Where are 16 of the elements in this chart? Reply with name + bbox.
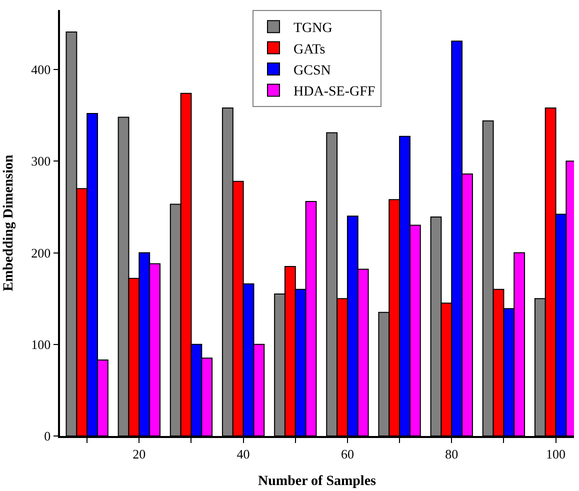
x-tick-label: 20 xyxy=(132,446,146,462)
legend-label: HDA-SE-GFF xyxy=(294,84,376,100)
legend-label: TGNG xyxy=(294,21,332,36)
legend-label: GCSN xyxy=(294,63,331,78)
y-tick-label: 300 xyxy=(31,154,51,169)
y-tick-label: 400 xyxy=(31,62,51,78)
x-tick-label: 100 xyxy=(546,446,566,462)
x-tick-label: 60 xyxy=(340,446,354,462)
legend-label: GATs xyxy=(294,42,326,58)
y-tick-label: 100 xyxy=(31,336,51,352)
y-axis-title: Embedding Dimension xyxy=(1,154,16,292)
y-tick-label: 200 xyxy=(31,245,51,260)
x-axis-title: Number of Samples xyxy=(258,474,377,490)
x-tick-label: 40 xyxy=(236,446,250,462)
x-tick-label: 80 xyxy=(445,446,458,462)
y-tick-label: 0 xyxy=(44,428,51,444)
